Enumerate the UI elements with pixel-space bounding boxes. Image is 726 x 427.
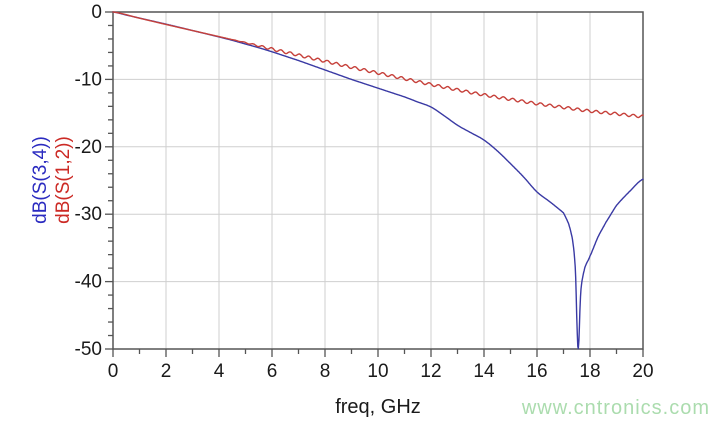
x-tick-label: 8	[320, 361, 331, 382]
x-tick-label: 2	[161, 361, 172, 382]
y-tick-label: -10	[75, 69, 102, 90]
watermark-text: www.cntronics.com	[521, 397, 710, 419]
y-tick-label: -20	[75, 137, 102, 158]
y-tick-label: -50	[75, 339, 102, 360]
x-tick-label: 14	[473, 361, 495, 382]
tick-label-layer: 0 2 4 6 8 10 12 14 16 18 20 0 -10 -20 -30 -40 -50	[75, 2, 654, 382]
x-tick-label: 18	[579, 361, 600, 382]
x-tick-label: 10	[367, 361, 388, 382]
axis-layer	[105, 11, 644, 357]
y-tick-label: -40	[75, 272, 102, 293]
y-axis-label-series-red: dB(S(1,2))	[53, 136, 74, 224]
x-tick-label: 12	[420, 361, 441, 382]
x-tick-label: 6	[267, 361, 278, 382]
y-tick-label: -30	[75, 204, 102, 225]
x-tick-label: 20	[632, 361, 653, 382]
x-axis-label: freq, GHz	[335, 396, 421, 418]
x-tick-label: 16	[526, 361, 547, 382]
x-tick-label: 0	[108, 361, 119, 382]
series-curve-s12	[112, 11, 644, 119]
series-layer	[112, 11, 644, 350]
x-tick-label: 4	[214, 361, 225, 382]
y-tick-label: 0	[91, 2, 102, 23]
y-axis-label: dB(S(3,4)) dB(S(1,2))	[29, 136, 75, 224]
grid-layer	[113, 12, 643, 349]
y-axis-label-series-blue: dB(S(3,4))	[30, 136, 51, 224]
